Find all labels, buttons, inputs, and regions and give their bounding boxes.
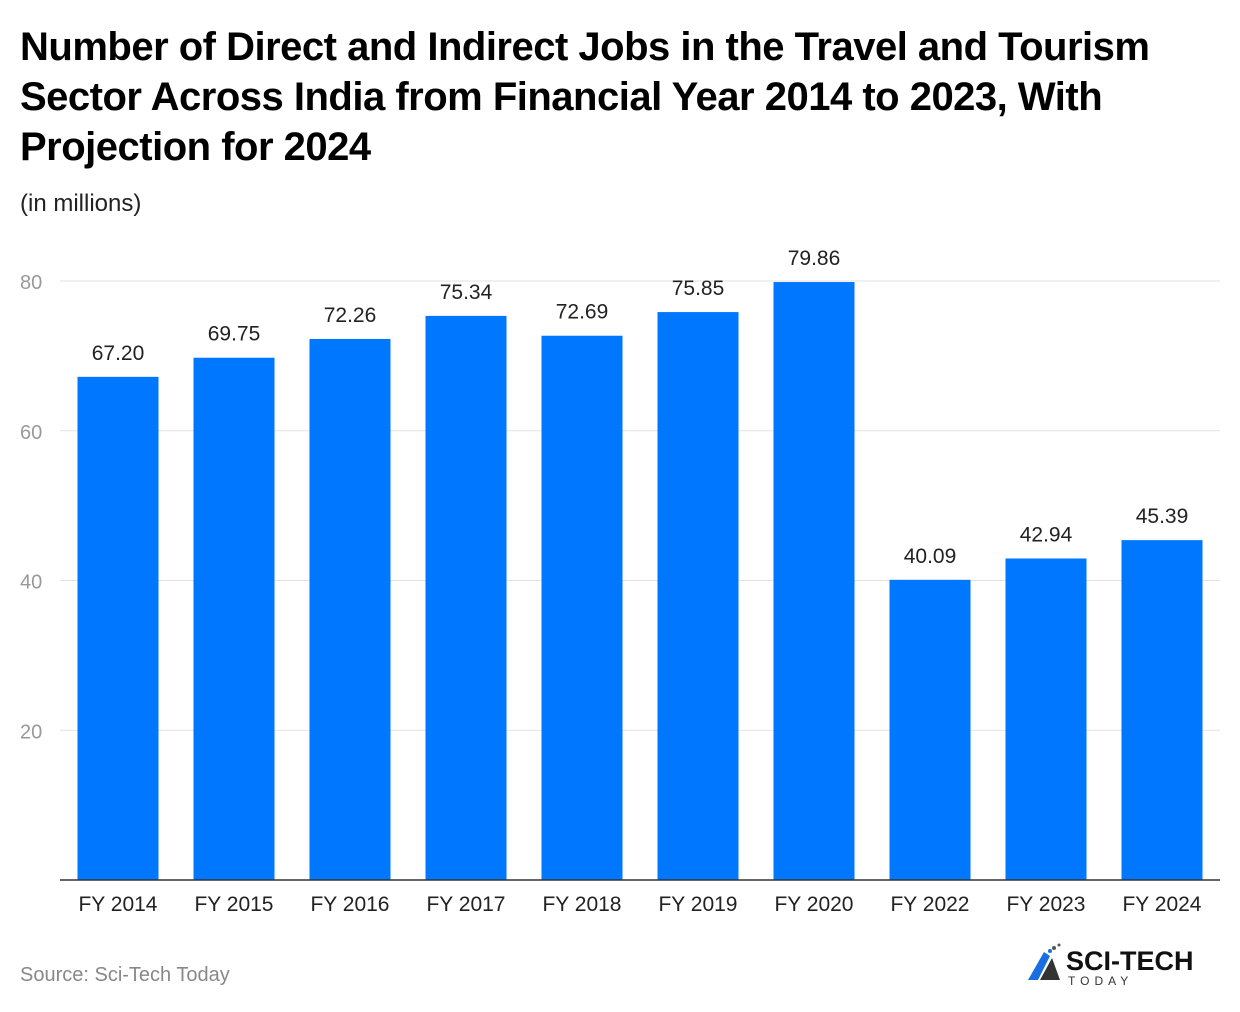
y-tick-label: 80 <box>20 272 42 294</box>
x-tick-label: FY 2019 <box>658 893 737 916</box>
x-tick-label: FY 2017 <box>426 893 505 916</box>
x-tick-label: FY 2024 <box>1122 893 1201 916</box>
x-tick-label: FY 2018 <box>542 893 621 916</box>
data-label: 79.86 <box>788 247 841 270</box>
bar <box>773 282 855 881</box>
bar <box>541 335 623 880</box>
x-tick-label: FY 2016 <box>310 893 389 916</box>
y-tick-label: 40 <box>20 572 42 594</box>
data-label: 75.85 <box>672 277 725 300</box>
bar <box>1121 540 1203 880</box>
data-label: 45.39 <box>1136 505 1189 528</box>
x-tick-label: FY 2022 <box>890 893 969 916</box>
data-label: 42.94 <box>1020 523 1073 546</box>
chart-subtitle: (in millions) <box>20 190 142 217</box>
x-tick-label: FY 2023 <box>1006 893 1085 916</box>
bar <box>657 312 739 880</box>
data-label: 72.69 <box>556 301 609 324</box>
source-note: Source: Sci-Tech Today <box>20 964 230 986</box>
bar <box>193 357 275 880</box>
sci-tech-today-logo: SCI-TECH TODAY <box>1028 943 1194 988</box>
chart-title: Number of Direct and Indirect Jobs in th… <box>20 25 1150 169</box>
svg-text:SCI-TECH: SCI-TECH <box>1066 946 1194 976</box>
bar <box>889 579 971 880</box>
bar <box>425 315 507 881</box>
data-label: 40.09 <box>904 545 957 568</box>
bar <box>1005 558 1087 880</box>
data-label: 72.26 <box>324 304 377 327</box>
data-label: 75.34 <box>440 281 493 304</box>
x-tick-label: FY 2014 <box>78 893 157 916</box>
svg-text:TODAY: TODAY <box>1068 974 1133 988</box>
data-label: 69.75 <box>208 323 261 346</box>
data-label: 67.20 <box>92 342 145 365</box>
y-tick-label: 20 <box>20 721 42 743</box>
x-tick-label: FY 2015 <box>194 893 273 916</box>
bar <box>309 338 391 880</box>
bar <box>77 376 159 880</box>
y-tick-label: 60 <box>20 422 42 444</box>
x-tick-label: FY 2020 <box>774 893 853 916</box>
